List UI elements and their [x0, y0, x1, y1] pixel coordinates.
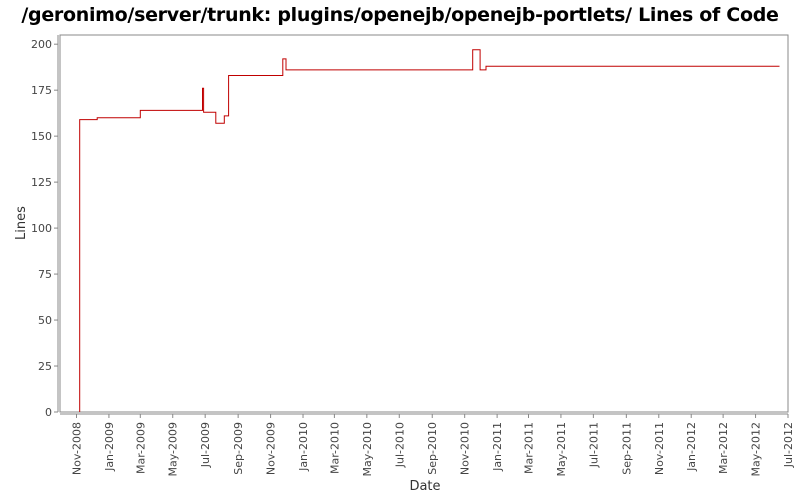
x-axis: Nov-2008 Jan-2009 Mar-2009 May-2009 Jul-2009…: [60, 413, 795, 477]
x-tick-label: Jan-2009: [103, 422, 116, 472]
x-tick-label: Mar-2010: [328, 422, 341, 474]
series-layer: [79, 49, 780, 412]
x-tick-label: Jan-2010: [297, 422, 310, 472]
x-tick-label: Jul-2012: [782, 422, 795, 468]
y-axis-label: Lines: [14, 206, 29, 240]
x-tick-label: Sep-2011: [620, 422, 633, 475]
y-tick-label: 0: [45, 406, 52, 419]
y-axis: 0 25 50 75 100 125 150 175 200: [31, 35, 59, 419]
x-tick-label: Nov-2011: [653, 422, 666, 475]
y-tick-label: 75: [38, 268, 52, 281]
x-tick-label: May-2012: [750, 422, 763, 477]
x-tick-label: Sep-2009: [232, 422, 245, 475]
x-tick-label: May-2009: [167, 422, 180, 477]
y-tick-label: 25: [38, 360, 52, 373]
x-tick-label: Jan-2012: [685, 422, 698, 472]
x-axis-label: Date: [409, 479, 440, 494]
y-tick-label: 175: [31, 84, 52, 97]
y-tick-label: 125: [31, 176, 52, 189]
x-tick-label: Mar-2011: [522, 422, 535, 474]
plot-border: [59, 34, 789, 413]
x-tick-label: Jul-2011: [587, 422, 600, 468]
x-tick-label: May-2010: [361, 422, 374, 477]
y-tick-label: 50: [38, 314, 52, 327]
x-tick-label: Sep-2010: [426, 422, 439, 475]
x-tick-label: Nov-2008: [70, 422, 83, 475]
x-tick-label: Nov-2009: [265, 422, 278, 475]
series-line: [79, 49, 780, 412]
x-tick-label: Jul-2009: [199, 422, 212, 468]
chart-title: /geronimo/server/trunk: plugins/openejb/…: [21, 4, 779, 26]
x-tick-label: Jul-2010: [393, 422, 406, 468]
y-tick-label: 150: [31, 130, 52, 143]
plot-area: [59, 34, 789, 413]
x-tick-label: Jan-2011: [491, 422, 504, 472]
x-tick-label: Mar-2009: [134, 422, 147, 474]
x-tick-label: Mar-2012: [717, 422, 730, 474]
x-tick-label: May-2011: [555, 422, 568, 477]
x-tick-label: Nov-2010: [459, 422, 472, 475]
y-tick-label: 200: [31, 38, 52, 51]
y-tick-label: 100: [31, 222, 52, 235]
